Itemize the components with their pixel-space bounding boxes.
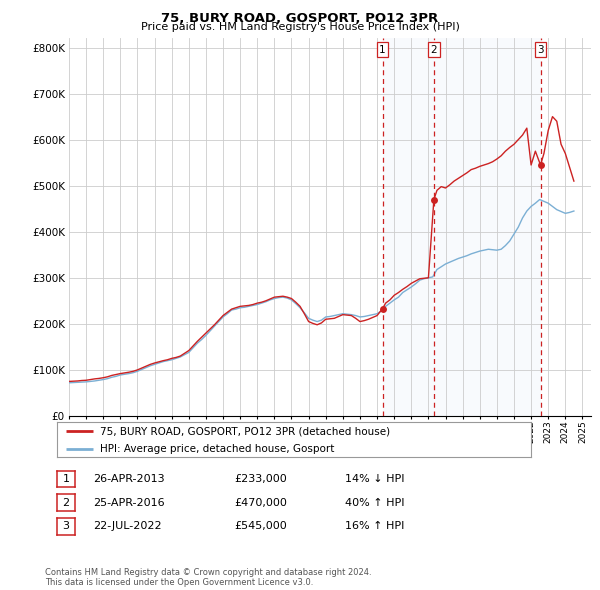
Text: 14% ↓ HPI: 14% ↓ HPI <box>345 474 404 484</box>
Text: 3: 3 <box>62 522 70 531</box>
Text: 2: 2 <box>431 45 437 55</box>
Bar <box>383 38 541 416</box>
Text: 3: 3 <box>537 45 544 55</box>
Text: 40% ↑ HPI: 40% ↑ HPI <box>345 498 404 507</box>
Text: 25-APR-2016: 25-APR-2016 <box>93 498 164 507</box>
Point <box>378 304 388 313</box>
Text: 16% ↑ HPI: 16% ↑ HPI <box>345 522 404 531</box>
Text: 2: 2 <box>62 498 70 507</box>
Point <box>429 195 439 204</box>
Text: HPI: Average price, detached house, Gosport: HPI: Average price, detached house, Gosp… <box>100 444 334 454</box>
Text: Price paid vs. HM Land Registry's House Price Index (HPI): Price paid vs. HM Land Registry's House … <box>140 22 460 32</box>
Text: 1: 1 <box>379 45 386 55</box>
Text: £470,000: £470,000 <box>234 498 287 507</box>
Point <box>536 160 545 170</box>
Text: 75, BURY ROAD, GOSPORT, PO12 3PR (detached house): 75, BURY ROAD, GOSPORT, PO12 3PR (detach… <box>100 426 390 436</box>
Text: 26-APR-2013: 26-APR-2013 <box>93 474 164 484</box>
Text: 22-JUL-2022: 22-JUL-2022 <box>93 522 161 531</box>
Text: 1: 1 <box>62 474 70 484</box>
Text: £233,000: £233,000 <box>234 474 287 484</box>
Text: 75, BURY ROAD, GOSPORT, PO12 3PR: 75, BURY ROAD, GOSPORT, PO12 3PR <box>161 12 439 25</box>
Text: £545,000: £545,000 <box>234 522 287 531</box>
Text: Contains HM Land Registry data © Crown copyright and database right 2024.
This d: Contains HM Land Registry data © Crown c… <box>45 568 371 587</box>
